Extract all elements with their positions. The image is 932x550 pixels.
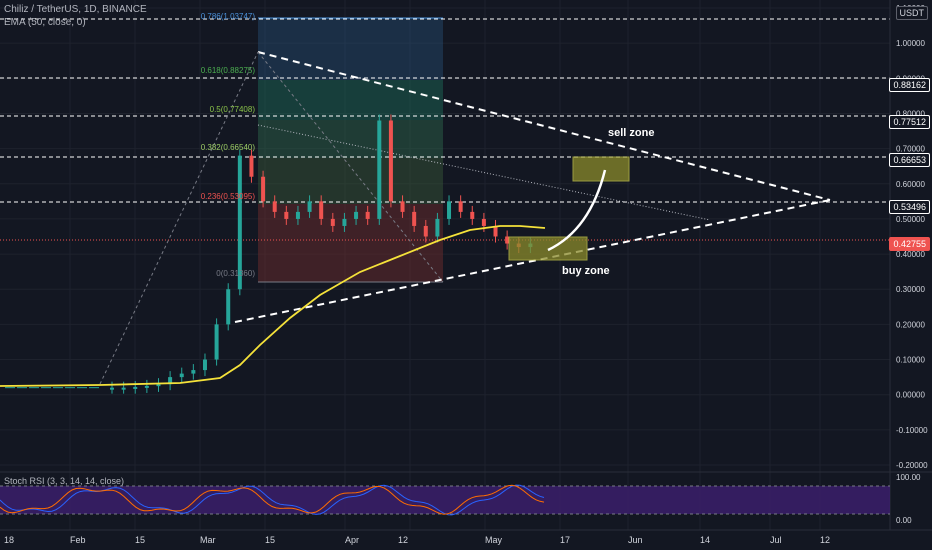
candle-body xyxy=(249,155,254,177)
price-level-badge[interactable]: 0.53496 xyxy=(889,199,930,214)
candle-body xyxy=(261,176,266,202)
stoch-d-line xyxy=(0,484,545,515)
candle-body xyxy=(168,377,173,385)
time-tick: Apr xyxy=(345,535,359,545)
candle-body xyxy=(447,201,452,219)
candle-body xyxy=(144,385,149,388)
candle-body xyxy=(295,211,300,219)
triangle-trendlines[interactable] xyxy=(99,51,831,385)
candle-body xyxy=(110,387,114,390)
ema-line[interactable] xyxy=(0,225,546,387)
chart-grid xyxy=(0,0,890,530)
time-tick: May xyxy=(485,535,503,545)
price-tick: -0.10000 xyxy=(896,426,928,435)
price-level-badge[interactable]: 0.88162 xyxy=(889,77,930,92)
fib-retracement[interactable] xyxy=(258,17,443,283)
candle-body xyxy=(226,289,231,325)
time-tick: 15 xyxy=(135,535,145,545)
candle-body xyxy=(319,201,324,219)
price-tick: 0.70000 xyxy=(896,145,925,154)
price-tick: 0.30000 xyxy=(896,285,925,294)
candle-body xyxy=(272,201,277,212)
time-tick: Jul xyxy=(770,535,782,545)
stoch-scale-top: 100.00 xyxy=(896,473,921,482)
buy-zone-label: buy zone xyxy=(562,265,610,277)
candle-body xyxy=(330,218,335,226)
candle-body xyxy=(284,211,289,219)
time-tick: 17 xyxy=(560,535,570,545)
time-axis[interactable]: 18 Feb 15 Mar 15 Apr 12 May 17 Jun 14 Jul 12 xyxy=(0,529,932,545)
stoch-rsi-pane[interactable] xyxy=(0,471,932,516)
stoch-k-line xyxy=(0,484,545,516)
currency-badge[interactable]: USDT xyxy=(895,6,928,20)
candle-body xyxy=(307,201,312,212)
price-tick: -0.20000 xyxy=(896,461,928,470)
price-level-badge[interactable]: 0.66653 xyxy=(889,153,930,168)
horizontal-levels[interactable] xyxy=(0,18,890,241)
time-tick: Jun xyxy=(628,535,643,545)
sell-zone-box[interactable] xyxy=(572,156,630,182)
fib-level-label: 0.382(0.66540) xyxy=(201,143,256,152)
candle-body xyxy=(342,218,347,226)
stoch-rsi-legend[interactable]: Stoch RSI (3, 3, 14, 14, close) xyxy=(4,476,125,486)
price-level-badge[interactable]: 0.77512 xyxy=(889,115,930,130)
candle-body xyxy=(156,384,161,387)
fib-level-label: 0.236(0.53095) xyxy=(201,192,256,201)
ema-legend[interactable]: EMA (50, close, 0) xyxy=(4,17,86,28)
candle-body xyxy=(435,218,440,237)
price-tick: 0.50000 xyxy=(896,215,925,224)
candle-body xyxy=(470,211,475,219)
candle-body xyxy=(388,120,393,202)
candle-body xyxy=(202,359,207,371)
fib-level-label: 0(0.31360) xyxy=(216,269,255,278)
price-tick: 0.80000 xyxy=(896,109,925,118)
fib-level-label: 0.786(1.03747) xyxy=(201,12,256,21)
time-tick: Feb xyxy=(70,535,86,545)
candle-body xyxy=(179,373,184,378)
time-tick: 12 xyxy=(398,535,408,545)
time-tick: 12 xyxy=(820,535,830,545)
time-tick: 15 xyxy=(265,535,275,545)
candle-body xyxy=(458,201,463,212)
candle-body xyxy=(493,225,498,237)
time-tick: 14 xyxy=(700,535,710,545)
price-tick: 0.40000 xyxy=(896,250,925,259)
price-tick: 0.20000 xyxy=(896,320,925,329)
candle-body xyxy=(237,155,242,290)
candlestick-series[interactable] xyxy=(5,114,533,394)
candle-body xyxy=(412,211,417,226)
sell-zone-label: sell zone xyxy=(608,127,654,139)
candle-body xyxy=(214,324,219,360)
candle-body xyxy=(423,225,428,237)
candle-body xyxy=(354,211,359,219)
candle-body xyxy=(133,386,138,389)
symbol-title[interactable]: Chiliz / TetherUS, 1D, BINANCE xyxy=(4,4,147,15)
candle-body xyxy=(377,120,382,219)
candle-body xyxy=(505,236,510,244)
candle-body xyxy=(365,211,370,219)
fib-level-label: 0.5(0.77408) xyxy=(210,105,256,114)
price-tick: 1.00000 xyxy=(896,39,925,48)
fib-labels: 0.786(1.03747) 0.618(0.88275) 0.5(0.77408)… xyxy=(201,12,256,278)
candle-body xyxy=(481,218,486,226)
fib-level-label: 0.618(0.88275) xyxy=(201,66,256,75)
time-tick: 18 xyxy=(4,535,14,545)
candle-body xyxy=(400,201,405,212)
candle-body xyxy=(121,387,126,390)
price-level-badge[interactable]: 0.42755 xyxy=(889,237,930,252)
time-tick: Mar xyxy=(200,535,216,545)
price-tick: 0.60000 xyxy=(896,180,925,189)
price-tick: 0.00000 xyxy=(896,391,925,400)
buy-zone-box[interactable] xyxy=(508,236,588,261)
stoch-scale-bottom: 0.00 xyxy=(896,516,912,525)
candle-body xyxy=(191,370,196,374)
price-tick: 0.10000 xyxy=(896,356,925,365)
projection-arrow[interactable] xyxy=(547,169,607,252)
